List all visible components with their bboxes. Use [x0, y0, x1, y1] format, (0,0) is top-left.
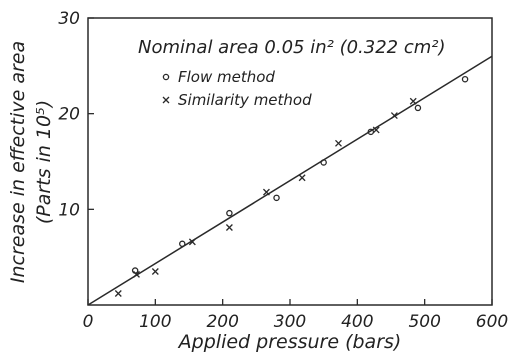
plot-frame — [87, 17, 493, 306]
chart-annotation: Nominal area 0.05 in² (0.322 cm²) — [138, 37, 446, 58]
x-axis-ticks: 0 100 200 300 400 500 600 — [83, 299, 508, 332]
similarity-method-point — [188, 238, 196, 246]
x-tick-label: 500 — [408, 312, 440, 332]
flow-method-point — [179, 240, 186, 248]
y-axis-ticks: 10 20 30 — [58, 9, 94, 220]
flow-method-point — [273, 194, 280, 202]
legend-similarity-marker — [162, 96, 170, 104]
similarity-method-point — [225, 224, 233, 231]
similarity-method-point — [151, 268, 159, 275]
flow-method-point — [226, 209, 233, 217]
x-axis-title: Applied pressure (bars) — [177, 331, 402, 353]
fit-line — [87, 55, 493, 306]
y-tick-label: 10 — [58, 200, 80, 220]
similarity-method-point — [298, 174, 306, 182]
y-axis-title-line1: Increase in effective area — [7, 41, 29, 283]
x-tick-label: 400 — [341, 312, 373, 332]
x-tick-label: 200 — [206, 312, 238, 332]
flow-method-point — [461, 75, 469, 83]
data-points — [114, 75, 469, 297]
x-tick-label: 600 — [476, 312, 508, 332]
flow-method-point — [320, 159, 327, 166]
x-tick-label: 300 — [274, 312, 306, 332]
flow-method-point — [414, 104, 422, 112]
y-tick-label: 20 — [58, 105, 80, 125]
similarity-method-point — [409, 97, 417, 105]
similarity-method-point — [372, 126, 380, 134]
similarity-method-point — [335, 139, 342, 147]
legend-flow-marker — [162, 73, 170, 81]
similarity-method-point — [133, 270, 140, 278]
similarity-method-point — [262, 188, 270, 196]
x-tick-label: 100 — [139, 312, 171, 332]
legend-flow-label: Flow method — [178, 68, 275, 86]
legend-similarity-label: Similarity method — [178, 91, 312, 109]
similarity-method-point — [114, 290, 122, 297]
y-axis-title-line2: (Parts in 10⁵) — [33, 100, 55, 224]
x-tick-label: 0 — [83, 312, 94, 332]
similarity-method-point — [390, 112, 398, 120]
y-tick-label: 30 — [58, 9, 80, 29]
